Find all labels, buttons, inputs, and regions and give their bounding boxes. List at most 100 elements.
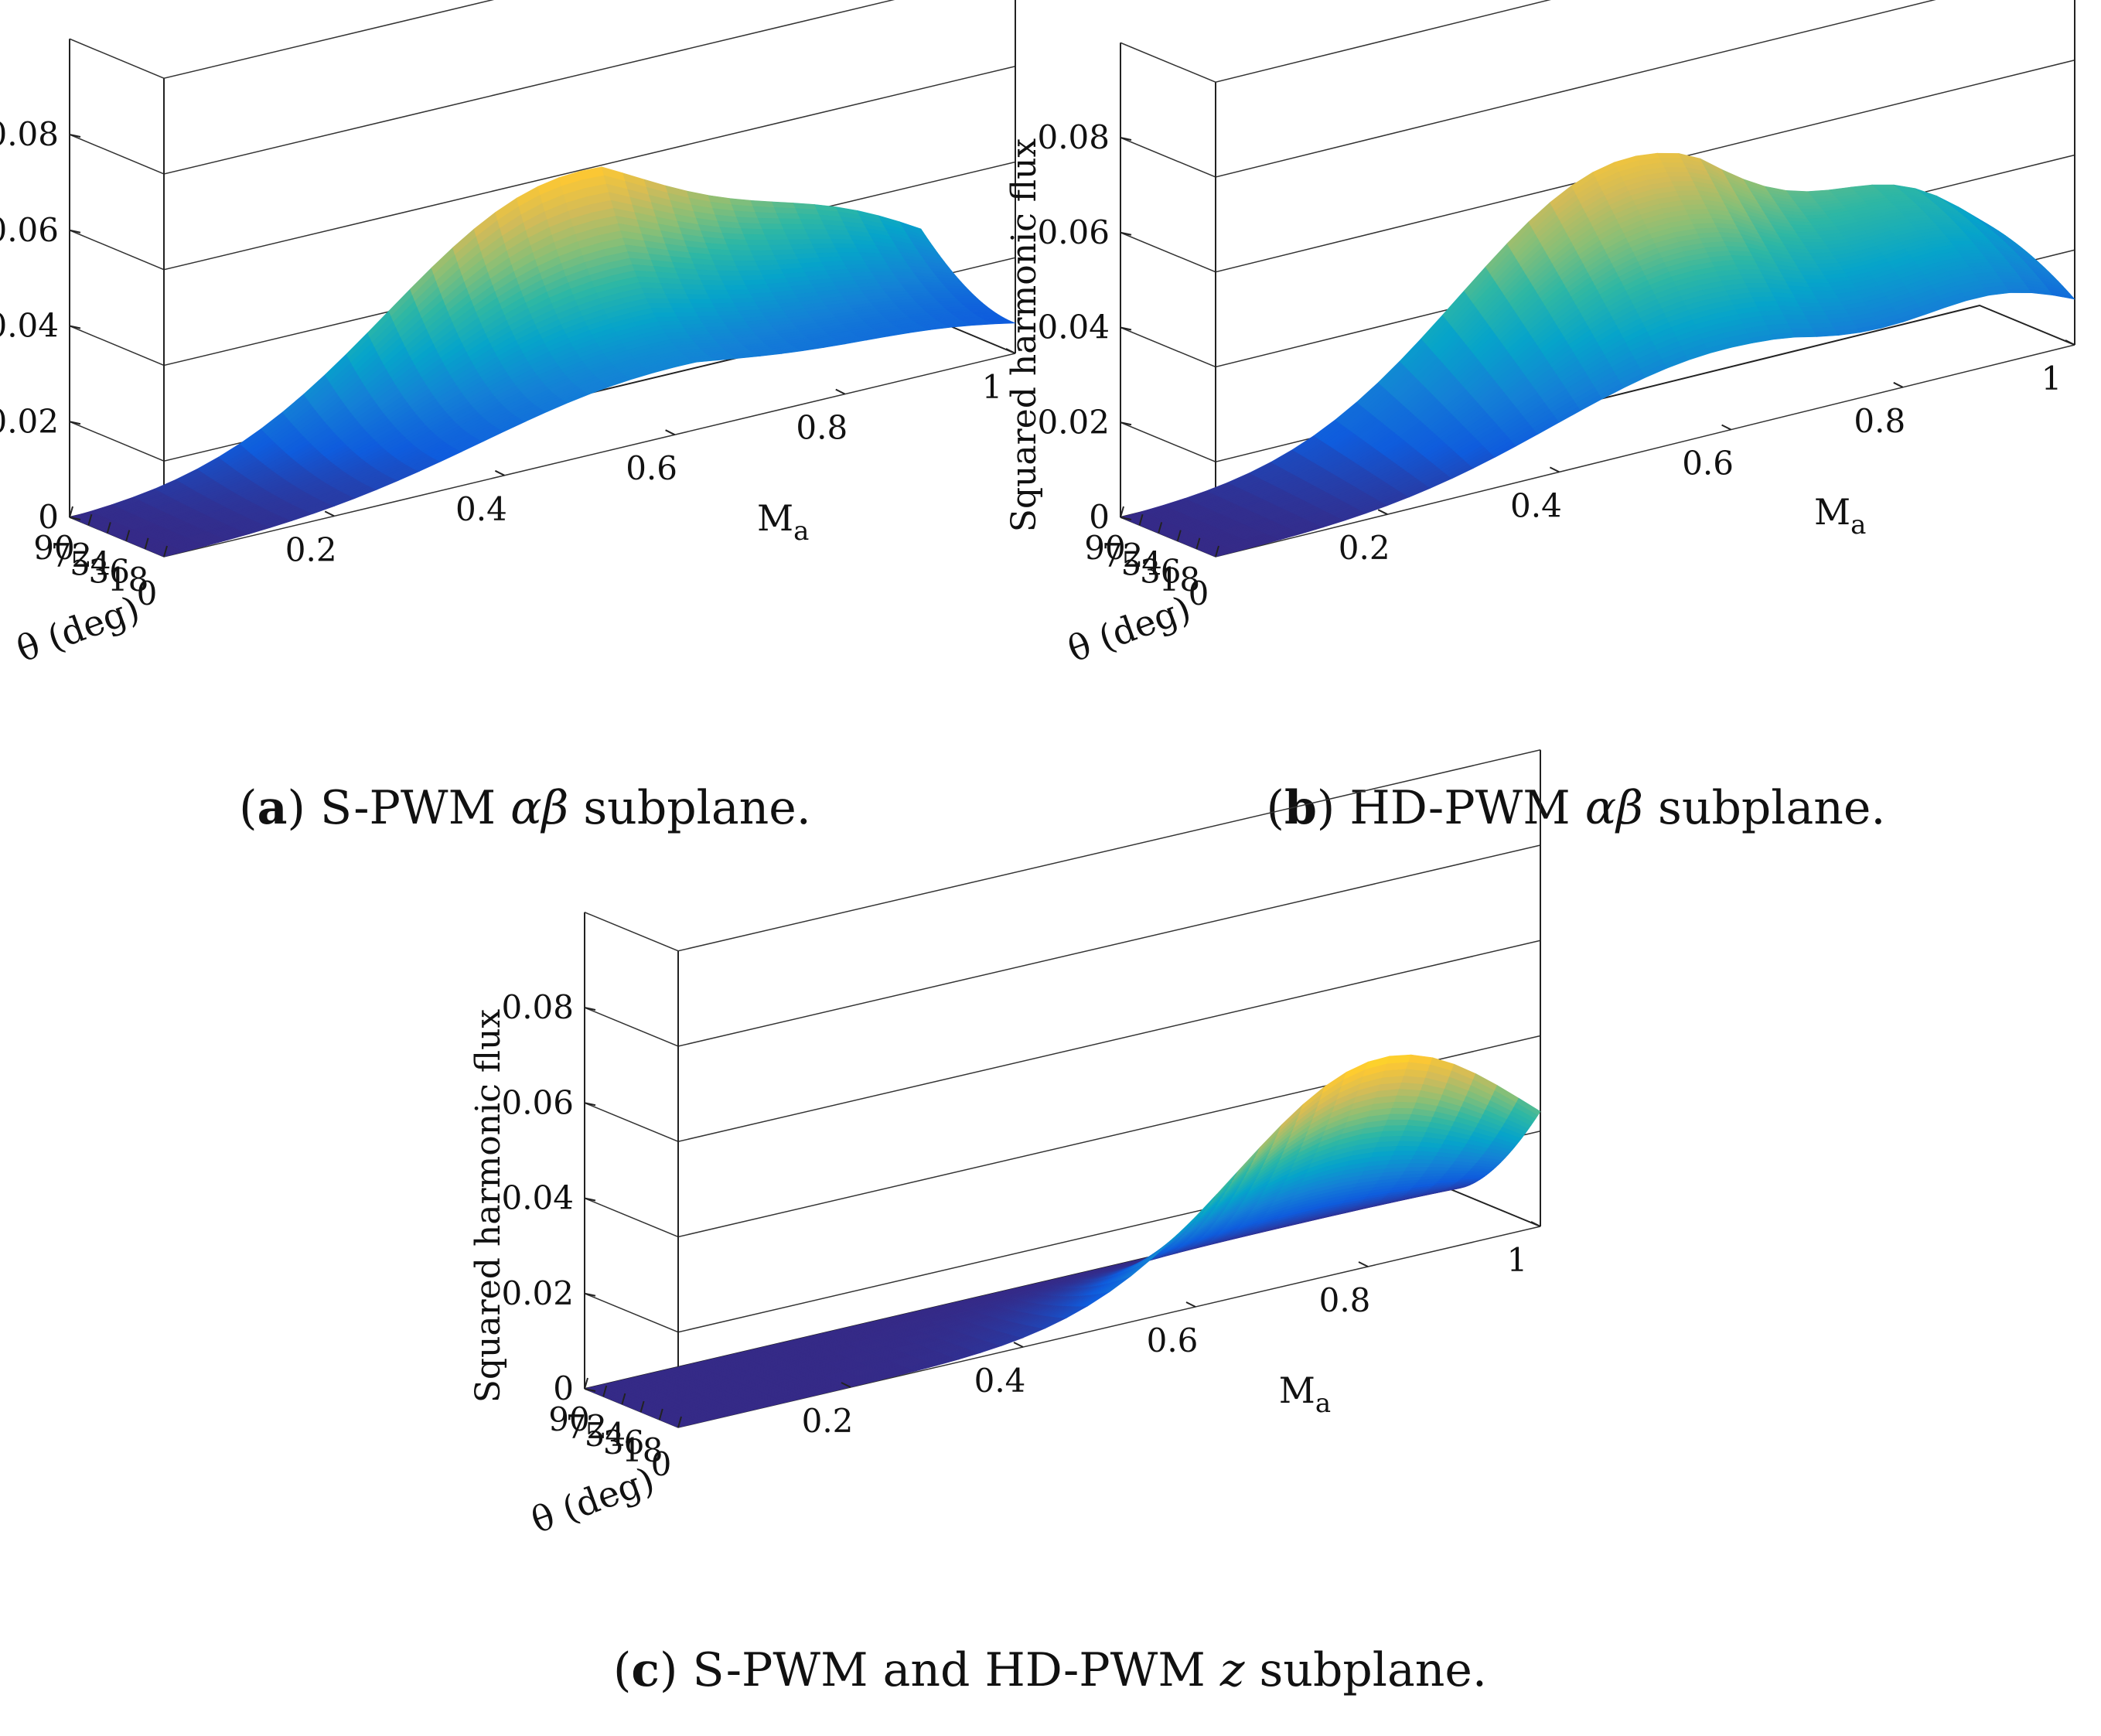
surface-patch xyxy=(731,255,756,261)
surface-patch xyxy=(1669,176,1694,182)
surface-patch xyxy=(639,281,663,289)
y-tick xyxy=(841,1382,851,1388)
x-tick xyxy=(125,530,131,541)
surface-patch xyxy=(762,229,787,235)
surface-patch xyxy=(646,298,671,304)
surface-patch xyxy=(1443,1172,1468,1176)
z-tick-label: 0.06 xyxy=(0,211,59,249)
y-tick xyxy=(1893,381,1904,388)
surface-patch xyxy=(1747,287,1772,293)
z-tick xyxy=(1120,421,1132,426)
surface-patch xyxy=(712,259,737,267)
surface-patch xyxy=(781,223,806,230)
surface-patch xyxy=(896,278,922,282)
y-tick xyxy=(494,469,505,476)
surface-patch xyxy=(1735,264,1761,271)
surface-patch xyxy=(1792,227,1818,233)
y-tick-label: 0.2 xyxy=(1339,529,1390,567)
x-tick xyxy=(584,1377,588,1390)
surface-patch xyxy=(779,218,803,225)
z-tick xyxy=(1120,137,1132,141)
surface-patch xyxy=(1799,238,1825,243)
y-tick-label: 0.4 xyxy=(974,1362,1026,1400)
surface-patch xyxy=(1797,302,1823,308)
y-tick xyxy=(1549,466,1560,473)
surface-patch xyxy=(1790,328,1816,333)
surface-patch xyxy=(2004,285,2030,290)
y-tick-label: 0.6 xyxy=(626,449,677,487)
surface-patch xyxy=(643,292,669,299)
surface-patch xyxy=(674,312,699,317)
surface-patch xyxy=(1802,275,1827,280)
chart-panel-b: 0 0.02 0.04 0.06 0.08 Squared harmonic flux 0 1… xyxy=(1004,0,2101,874)
y-axis-label-sub: a xyxy=(1315,1388,1331,1419)
z-tick xyxy=(69,134,81,138)
surface-patch xyxy=(688,298,714,305)
surface-patch xyxy=(783,229,808,235)
z-gridline xyxy=(584,749,1541,952)
surface-patch xyxy=(745,239,770,246)
surface-patch xyxy=(1795,298,1820,304)
z-tick-label: 0.04 xyxy=(501,1179,574,1217)
x-tick-label: 90 xyxy=(548,1400,589,1438)
y-tick xyxy=(1721,424,1732,431)
caption-a: (a) S-PWM αβ subplane. xyxy=(239,781,811,835)
surface-patch xyxy=(735,265,761,271)
surface-patch xyxy=(1814,331,1839,337)
x-tick xyxy=(144,537,149,550)
z-tick xyxy=(69,325,81,329)
surface-patch xyxy=(960,302,986,305)
y-tick xyxy=(1005,348,1016,354)
surface-patch xyxy=(1516,1097,1541,1116)
x-tick xyxy=(621,1393,626,1405)
x-tick xyxy=(163,545,168,558)
y-axis-label-main: M xyxy=(1279,1369,1315,1411)
surface-patch xyxy=(1733,260,1758,266)
surface-patch xyxy=(776,213,801,220)
x-tick-label: 0 xyxy=(137,575,158,612)
surface-patch xyxy=(1394,1145,1420,1151)
x-tick-label: 90 xyxy=(33,529,74,567)
x-tick xyxy=(1215,545,1219,558)
surface-patch xyxy=(835,247,860,253)
surface-patch xyxy=(693,307,718,313)
surface-patch xyxy=(1797,235,1823,240)
surface xyxy=(69,166,1016,558)
surface-patch xyxy=(665,293,690,300)
surface-patch xyxy=(1745,282,1770,288)
surface-patch xyxy=(670,303,694,309)
y-tick xyxy=(2065,339,2075,346)
z-tick-label: 0.06 xyxy=(1037,213,1110,251)
y-axis-label: Ma xyxy=(757,497,809,547)
surface-patch xyxy=(672,308,697,313)
surface-patch xyxy=(1945,235,1971,240)
z-tick xyxy=(69,229,81,234)
surface-patch xyxy=(800,218,825,225)
surface-patch xyxy=(738,222,763,230)
surface-patch xyxy=(788,239,813,245)
surface-patch xyxy=(1790,196,1816,200)
surface-patch xyxy=(1804,315,1830,320)
surface-patch xyxy=(710,298,735,304)
z-gridline xyxy=(1120,0,1936,178)
surface-patch xyxy=(743,234,768,240)
x-tick-label: 0 xyxy=(1189,575,1209,612)
surface-patch xyxy=(1671,181,1697,187)
surface-patch xyxy=(703,285,728,291)
y-axis-label-sub: a xyxy=(793,516,809,547)
surface xyxy=(1120,152,2075,558)
x-tick xyxy=(87,513,93,526)
x-tick xyxy=(1195,537,1201,550)
y-tick xyxy=(324,510,335,517)
y-axis-label: Ma xyxy=(1814,491,1866,541)
surface-patch xyxy=(733,261,759,267)
z-tick-label: 0.08 xyxy=(0,115,59,153)
x-tick xyxy=(658,1408,663,1421)
y-tick-label: 1 xyxy=(982,368,1003,406)
z-gridline xyxy=(69,0,495,80)
surface-patch xyxy=(809,238,834,244)
surface-patch xyxy=(650,308,676,313)
surface-patch xyxy=(1464,1172,1490,1176)
